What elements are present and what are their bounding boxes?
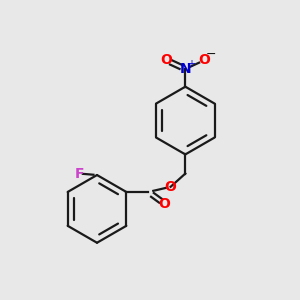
Text: O: O: [199, 53, 210, 67]
Text: O: O: [160, 53, 172, 67]
Text: N: N: [179, 62, 191, 76]
Text: O: O: [159, 197, 170, 211]
Text: +: +: [187, 59, 195, 69]
Text: O: O: [165, 180, 176, 194]
Text: F: F: [75, 167, 84, 181]
Text: −: −: [206, 48, 216, 62]
